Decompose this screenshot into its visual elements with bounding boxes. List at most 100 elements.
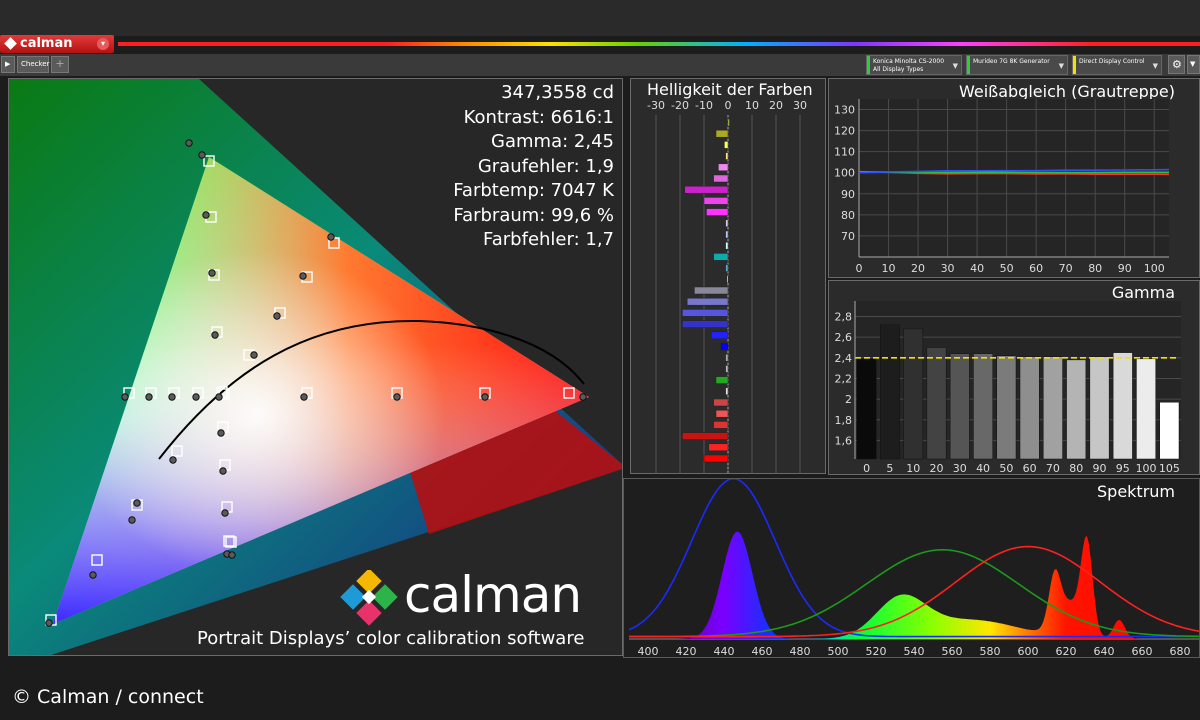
brightness-bar (724, 141, 729, 149)
brightness-bar (713, 253, 729, 261)
x-tick-label: 0 (856, 262, 863, 275)
x-tick-label: 30 (793, 99, 807, 112)
measured-point (208, 269, 216, 277)
y-tick-label: 2,6 (835, 331, 853, 344)
gamma-bar (903, 328, 924, 460)
brightness-bar (708, 443, 729, 452)
panel-title: Helligkeit der Farben (647, 80, 813, 99)
brightness-chart: -30 -20 -10 0 10 20 30 (647, 99, 807, 473)
cie-chromaticity-panel: 347,3558 cd Kontrast: 6616:1 Gamma: 2,45… (8, 78, 623, 656)
window-top-bar (0, 0, 1200, 36)
status-indicator (1073, 56, 1076, 74)
measured-point (215, 393, 223, 401)
x-tick-label: 70 (1059, 262, 1073, 275)
device-display[interactable]: Direct Display Control ▼ (1072, 55, 1162, 75)
target-marker (563, 387, 575, 399)
x-tick-label: 540 (904, 645, 925, 657)
chevron-down-icon: ▼ (1190, 60, 1196, 68)
x-tick-label: 70 (1046, 462, 1060, 474)
brightness-bar (682, 309, 729, 317)
y-tick-label: 2 (845, 393, 852, 406)
copyright-notice: © Calman / connect (12, 686, 204, 708)
brightness-bar (706, 208, 729, 216)
device-meter[interactable]: Konica Minolta CS-2000 All Display Types… (866, 55, 962, 75)
add-tab-button[interactable]: + (51, 56, 69, 73)
nav-back-button[interactable]: ▶ (1, 56, 15, 73)
brightness-bar (694, 286, 729, 295)
target-spectrum-curve (629, 545, 1199, 638)
brightness-bar (703, 197, 729, 205)
x-tick-label: 40 (976, 462, 990, 474)
measured-point (273, 312, 281, 320)
tagline: Portrait Displays’ color calibration sof… (197, 628, 585, 649)
brightness-bar (713, 398, 729, 407)
target-marker (171, 445, 183, 457)
brightness-bar (715, 376, 729, 384)
x-tick-label: 440 (714, 645, 735, 657)
measured-point (393, 393, 401, 401)
measured-point (211, 331, 219, 339)
y-tick-label: 110 (834, 146, 855, 159)
y-tick-label: 130 (834, 104, 855, 117)
brightness-bar (725, 353, 729, 362)
measured-point (45, 619, 53, 627)
x-tick-label: 660 (1132, 645, 1153, 657)
gamma-bar (1066, 359, 1087, 460)
gamma-bar (973, 353, 993, 460)
x-tick-label: 20 (769, 99, 783, 112)
measured-point (89, 571, 97, 579)
y-tick-label: 1,6 (835, 434, 853, 447)
brightness-bar (715, 129, 729, 138)
chevron-down-icon[interactable]: ▾ (97, 38, 109, 50)
measured-point (327, 233, 335, 241)
settings-button[interactable]: ⚙ (1168, 55, 1185, 74)
brightness-bar (726, 275, 729, 284)
brightness-bar (703, 454, 729, 463)
white-balance-panel: Weißabgleich (Grautreppe) 70 80 90 100 110 12… (828, 78, 1200, 278)
measured-point (168, 393, 176, 401)
gamma-bar (1089, 356, 1110, 460)
gamma-value: Gamma: 2,45 (491, 131, 614, 152)
y-tick-label: 100 (834, 167, 855, 180)
app-name: calman (20, 36, 73, 51)
y-tick-label: 90 (841, 188, 855, 201)
brightness-bar (710, 331, 729, 340)
brightness-bar (720, 342, 729, 351)
brightness-bar (713, 421, 729, 429)
gamma-bar (880, 324, 900, 460)
y-tick-label: 80 (841, 209, 855, 222)
measured-point (145, 393, 153, 401)
measured-point (579, 393, 587, 401)
color-brightness-panel: Helligkeit der Farben -30 -20 -10 0 10 20 30 (630, 78, 826, 474)
luminance-value: 347,3558 cd (501, 82, 614, 103)
x-tick-label: 60 (1029, 262, 1043, 275)
x-tick-label: 560 (942, 645, 963, 657)
spectrum-chart: 400 420 440 460 480 500 520 540 560 580 600 620 640 6… (628, 479, 1199, 657)
y-tick-label: 120 (834, 125, 855, 138)
brightness-bar (684, 185, 729, 194)
y-tick-label: 70 (841, 230, 855, 243)
x-tick-label: 480 (790, 645, 811, 657)
more-button[interactable]: ▼ (1187, 55, 1200, 74)
device-generator[interactable]: Murideo 7G 8K Generator ▼ (966, 55, 1068, 75)
x-tick-label: 30 (941, 262, 955, 275)
measured-point (202, 211, 210, 219)
target-marker (123, 387, 135, 399)
gamma-bar (856, 358, 877, 460)
brightness-bar (725, 264, 729, 272)
y-tick-label: 2,2 (835, 372, 853, 385)
spectrum-panel: Spektrum 400 420 440 460 480 500 520 540 560 580 6… (623, 478, 1200, 658)
brightness-bar (725, 219, 729, 228)
tab-checker[interactable]: Checker (17, 56, 49, 73)
x-tick-label: 80 (1069, 462, 1083, 474)
x-tick-label: 600 (1018, 645, 1039, 657)
gamma-bar (949, 353, 970, 460)
x-tick-label: 90 (1118, 262, 1132, 275)
calman-menu-button[interactable]: calman ▾ (0, 35, 114, 53)
measured-point (300, 393, 308, 401)
gray-error-value: Graufehler: 1,9 (477, 155, 614, 177)
x-tick-label: 10 (882, 262, 896, 275)
measured-spectrum (629, 531, 1199, 639)
gamma-chart: 1,6 1,8 2 2,2 2,4 2,6 2,8 0 5 10 20 30 40 50 60 70 80 90 9… (835, 301, 1181, 474)
measured-point (185, 139, 193, 147)
